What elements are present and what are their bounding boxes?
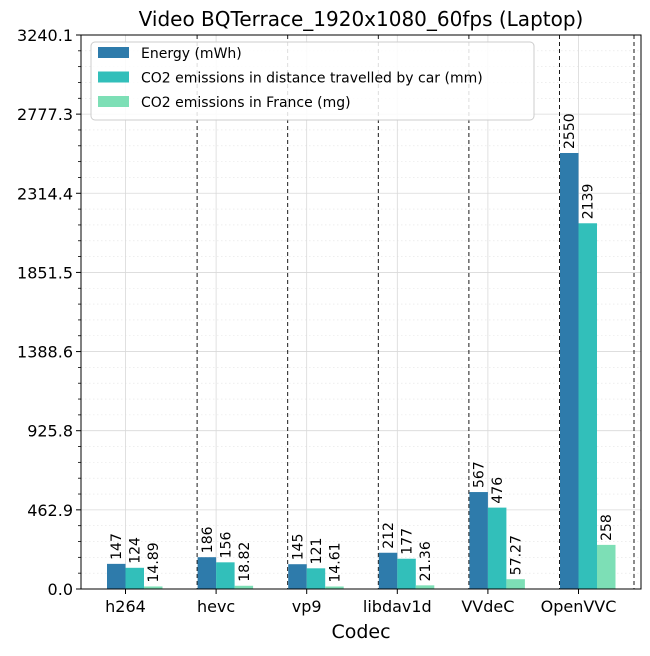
bar-libdav1d-s2 <box>415 585 435 589</box>
x-tick-label: vp9 <box>292 597 322 616</box>
legend[interactable]: Energy (mWh) CO2 emissions in distance tr… <box>90 41 535 121</box>
data-label: 212 <box>381 522 397 549</box>
x-ticks: h264 hevc vp9 libdav1d VVdeC OpenVVC <box>105 589 616 616</box>
data-label: 186 <box>200 526 216 553</box>
y-tick-label: 3240.1 <box>17 26 73 45</box>
data-label: 2550 <box>562 113 578 149</box>
data-label: 156 <box>218 532 234 559</box>
data-label: 18.82 <box>237 542 253 582</box>
bar-h264-s2 <box>144 586 163 589</box>
x-tick-label: h264 <box>105 597 146 616</box>
bar-vp9-s2 <box>325 586 344 589</box>
x-tick-label: OpenVVC <box>541 597 617 616</box>
data-label: 21.36 <box>418 541 434 581</box>
bar-vvdec-s1 <box>487 507 507 589</box>
bar-vvdec-s0 <box>469 492 488 589</box>
legend-label: Energy (mWh) <box>141 46 242 62</box>
bar-h264-s1 <box>125 567 144 589</box>
codec-separators <box>196 35 635 589</box>
y-tick-label: 1388.6 <box>17 343 73 362</box>
bar-vvdec-s2 <box>506 579 525 589</box>
x-axis-label: Codec <box>331 621 390 643</box>
y-tick-label: 2777.3 <box>17 105 73 124</box>
data-label: 476 <box>490 477 506 504</box>
bar-h264-s0 <box>107 563 126 589</box>
data-label: 14.61 <box>327 542 343 582</box>
data-label: 177 <box>400 528 416 555</box>
data-label: 14.89 <box>146 542 162 582</box>
data-label: 2139 <box>581 184 597 220</box>
bar-openvvc-s0 <box>560 152 579 589</box>
y-tick-label: 925.8 <box>27 422 73 441</box>
bar-openvvc-s2 <box>597 544 616 589</box>
legend-label: CO2 emissions in distance travelled by c… <box>141 71 483 87</box>
data-label: 57.27 <box>509 535 525 575</box>
data-label: 147 <box>109 533 125 560</box>
chart-title: Video BQTerrace_1920x1080_60fps (Laptop) <box>139 7 584 31</box>
legend-frame <box>90 41 535 121</box>
y-tick-label: 0.0 <box>48 580 73 599</box>
legend-label: CO2 emissions in France (mg) <box>141 95 351 111</box>
data-label: 121 <box>309 538 325 565</box>
y-tick-label: 2314.4 <box>17 184 73 203</box>
data-label: 124 <box>128 537 144 564</box>
y-tick-label: 462.9 <box>27 501 73 520</box>
bar-libdav1d-s1 <box>397 558 416 589</box>
data-label: 258 <box>599 514 615 541</box>
data-label: 145 <box>290 533 306 560</box>
bar-libdav1d-s0 <box>378 552 398 589</box>
bar-vp9-s0 <box>288 564 307 589</box>
bar-hevc-s0 <box>197 557 217 589</box>
legend-swatch <box>98 96 129 107</box>
bars <box>107 152 616 590</box>
x-tick-label: libdav1d <box>363 597 432 616</box>
data-labels: 147 186 145 212 567 2550 124 156 121 177 476 2139 14… <box>109 113 615 582</box>
bar-vp9-s1 <box>306 568 326 589</box>
bar-hevc-s2 <box>234 585 254 589</box>
x-tick-label: hevc <box>197 597 235 616</box>
legend-swatch <box>98 71 129 83</box>
bar-hevc-s1 <box>216 562 235 589</box>
x-tick-label: VVdeC <box>461 597 514 616</box>
plot-frame <box>80 34 642 590</box>
bar-openvvc-s1 <box>578 223 597 590</box>
data-label: 567 <box>472 461 488 488</box>
y-tick-label: 1851.5 <box>17 263 73 282</box>
y-ticks: 0.0 462.9 925.8 1388.6 1851.5 2314.4 2777.3 324… <box>17 26 81 599</box>
legend-swatch <box>98 47 129 58</box>
